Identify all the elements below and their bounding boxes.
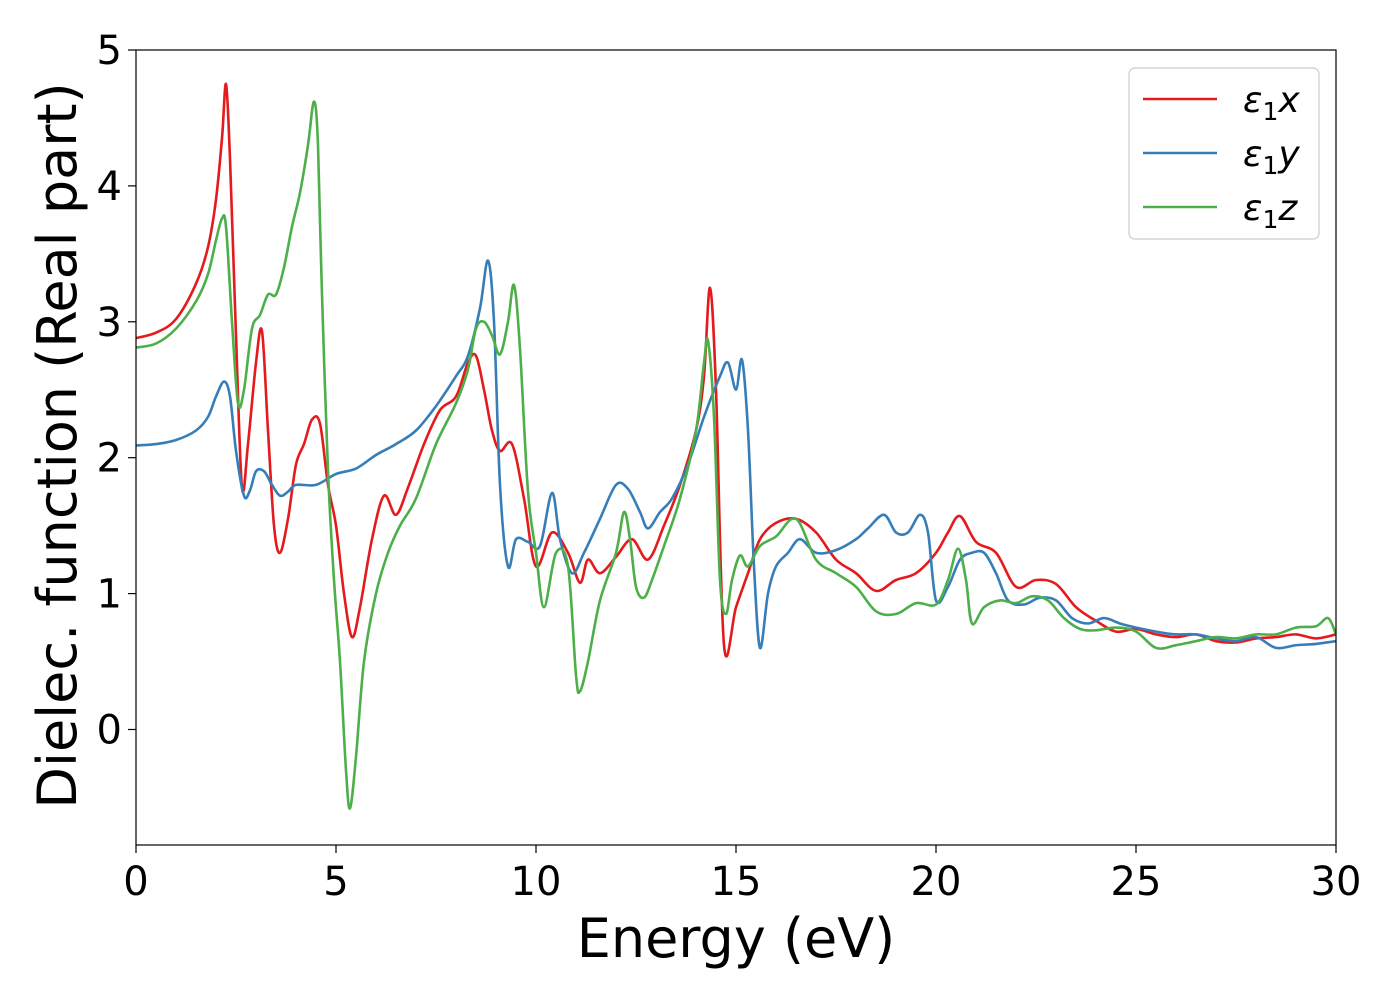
x-tick-label: 20 xyxy=(911,859,962,905)
y-axis-label: Dielec. function (Real part) xyxy=(26,82,89,808)
legend-item-z: ε1z xyxy=(1143,188,1298,234)
y-axis-ticks: 0 1 2 3 4 5 xyxy=(97,28,136,753)
x-tick-label: 0 xyxy=(123,859,148,905)
y-tick-label: 4 xyxy=(97,164,122,210)
legend-label: ε1y xyxy=(1243,134,1300,180)
x-axis-label: Energy (eV) xyxy=(577,907,896,970)
x-tick-label: 5 xyxy=(323,859,348,905)
x-axis-ticks: 0 5 10 15 20 25 30 xyxy=(123,845,1361,905)
series-line-z xyxy=(136,100,1336,810)
y-tick-label: 5 xyxy=(97,28,122,74)
legend-label: ε1x xyxy=(1243,80,1300,126)
x-tick-label: 30 xyxy=(1311,859,1362,905)
y-tick-label: 3 xyxy=(97,300,122,346)
series-line-y xyxy=(136,259,1336,650)
x-tick-label: 10 xyxy=(511,859,562,905)
y-tick-label: 1 xyxy=(97,572,122,618)
y-tick-label: 2 xyxy=(97,436,122,482)
legend-item-y: ε1y xyxy=(1143,134,1300,180)
legend-item-x: ε1x xyxy=(1143,80,1300,126)
x-tick-label: 15 xyxy=(711,859,762,905)
series-layer xyxy=(136,82,1336,810)
legend-label: ε1z xyxy=(1243,188,1298,234)
y-tick-label: 0 xyxy=(97,707,122,753)
series-line-x xyxy=(136,82,1336,658)
legend-box xyxy=(1128,67,1320,240)
legend: ε1x ε1y ε1z xyxy=(1128,67,1320,240)
x-tick-label: 25 xyxy=(1111,859,1162,905)
